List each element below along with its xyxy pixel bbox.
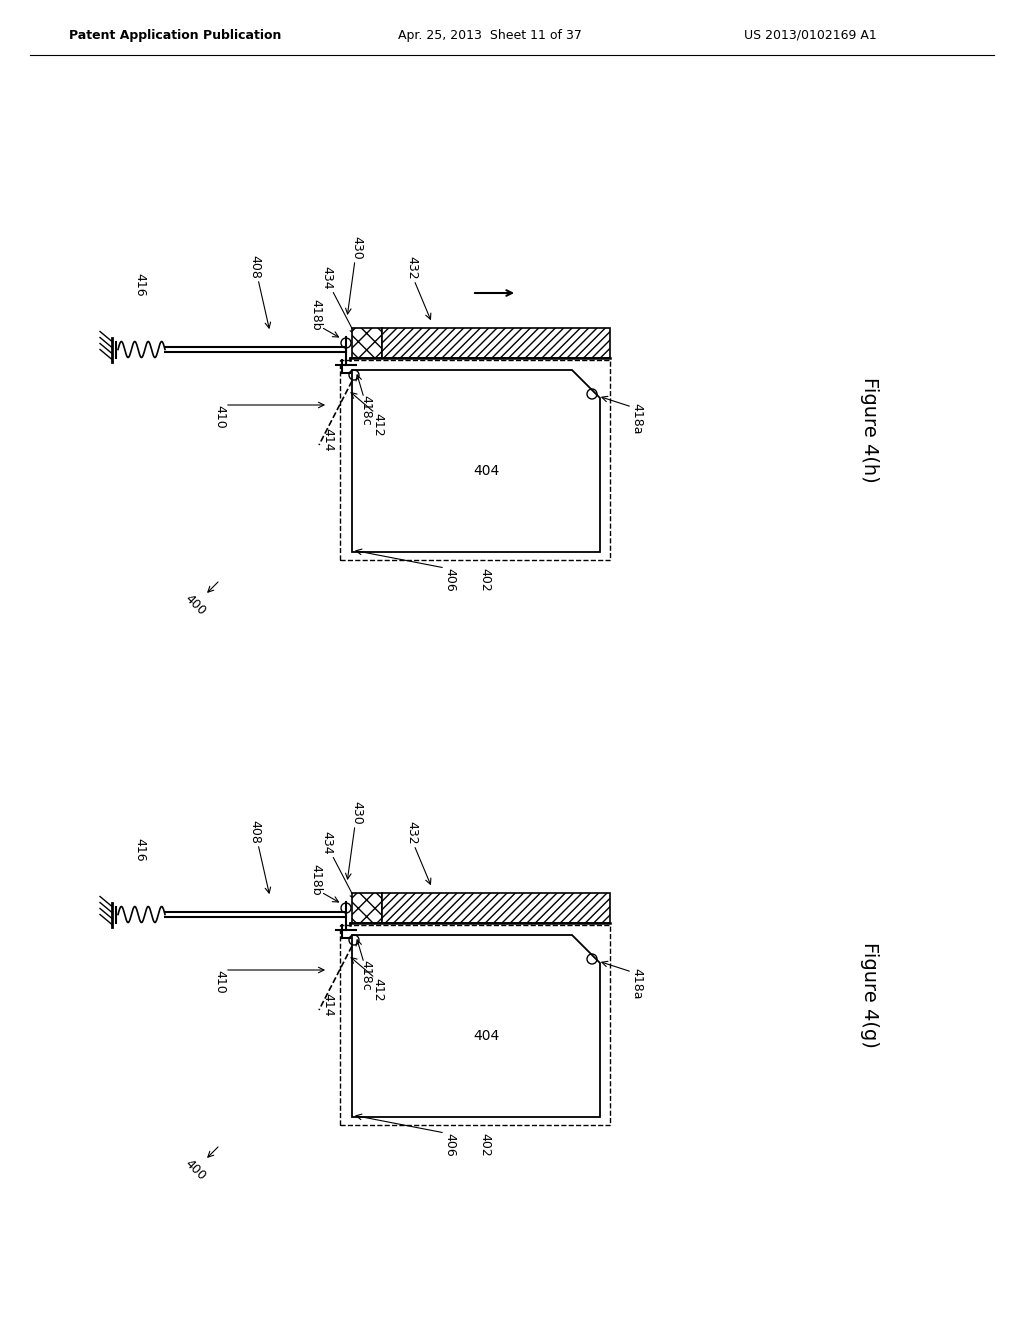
Text: 418b: 418b [309, 300, 323, 331]
Text: 410: 410 [213, 970, 226, 994]
Bar [352, 327, 382, 358]
Bar [340, 360, 610, 560]
Text: 430: 430 [350, 801, 364, 825]
Text: 434: 434 [321, 267, 334, 290]
Text: 402: 402 [478, 1133, 492, 1156]
Text: 410: 410 [213, 405, 226, 429]
Text: 400: 400 [182, 1156, 208, 1183]
Text: 418a: 418a [631, 969, 643, 999]
Text: 404: 404 [473, 465, 499, 478]
Text: 430: 430 [350, 236, 364, 260]
Text: 416: 416 [133, 273, 146, 296]
Text: Apr. 25, 2013  Sheet 11 of 37: Apr. 25, 2013 Sheet 11 of 37 [398, 29, 582, 41]
Text: 418c: 418c [359, 395, 373, 425]
Text: 418b: 418b [309, 865, 323, 896]
Text: 416: 416 [133, 838, 146, 862]
Bar [382, 894, 610, 923]
Text: Figure 4(h): Figure 4(h) [860, 378, 880, 483]
Text: 400: 400 [182, 591, 208, 618]
Text: 412: 412 [372, 978, 384, 1002]
Text: 412: 412 [372, 413, 384, 437]
Polygon shape [352, 935, 600, 1117]
Polygon shape [352, 370, 600, 552]
Text: 406: 406 [443, 568, 457, 591]
Bar [382, 327, 610, 358]
Text: 418c: 418c [359, 960, 373, 990]
Text: 432: 432 [406, 821, 419, 845]
Text: Figure 4(g): Figure 4(g) [860, 942, 880, 1048]
Text: 402: 402 [478, 568, 492, 591]
Text: 408: 408 [249, 820, 261, 843]
Bar [340, 925, 610, 1125]
Text: 414: 414 [322, 428, 335, 451]
Text: 406: 406 [443, 1133, 457, 1156]
Text: 414: 414 [322, 993, 335, 1016]
Text: Patent Application Publication: Patent Application Publication [69, 29, 282, 41]
Text: 432: 432 [406, 256, 419, 280]
Text: 434: 434 [321, 832, 334, 855]
Text: US 2013/0102169 A1: US 2013/0102169 A1 [743, 29, 877, 41]
Text: 408: 408 [249, 255, 261, 279]
Bar [352, 894, 382, 923]
Text: 418a: 418a [631, 403, 643, 434]
Text: 404: 404 [473, 1030, 499, 1043]
